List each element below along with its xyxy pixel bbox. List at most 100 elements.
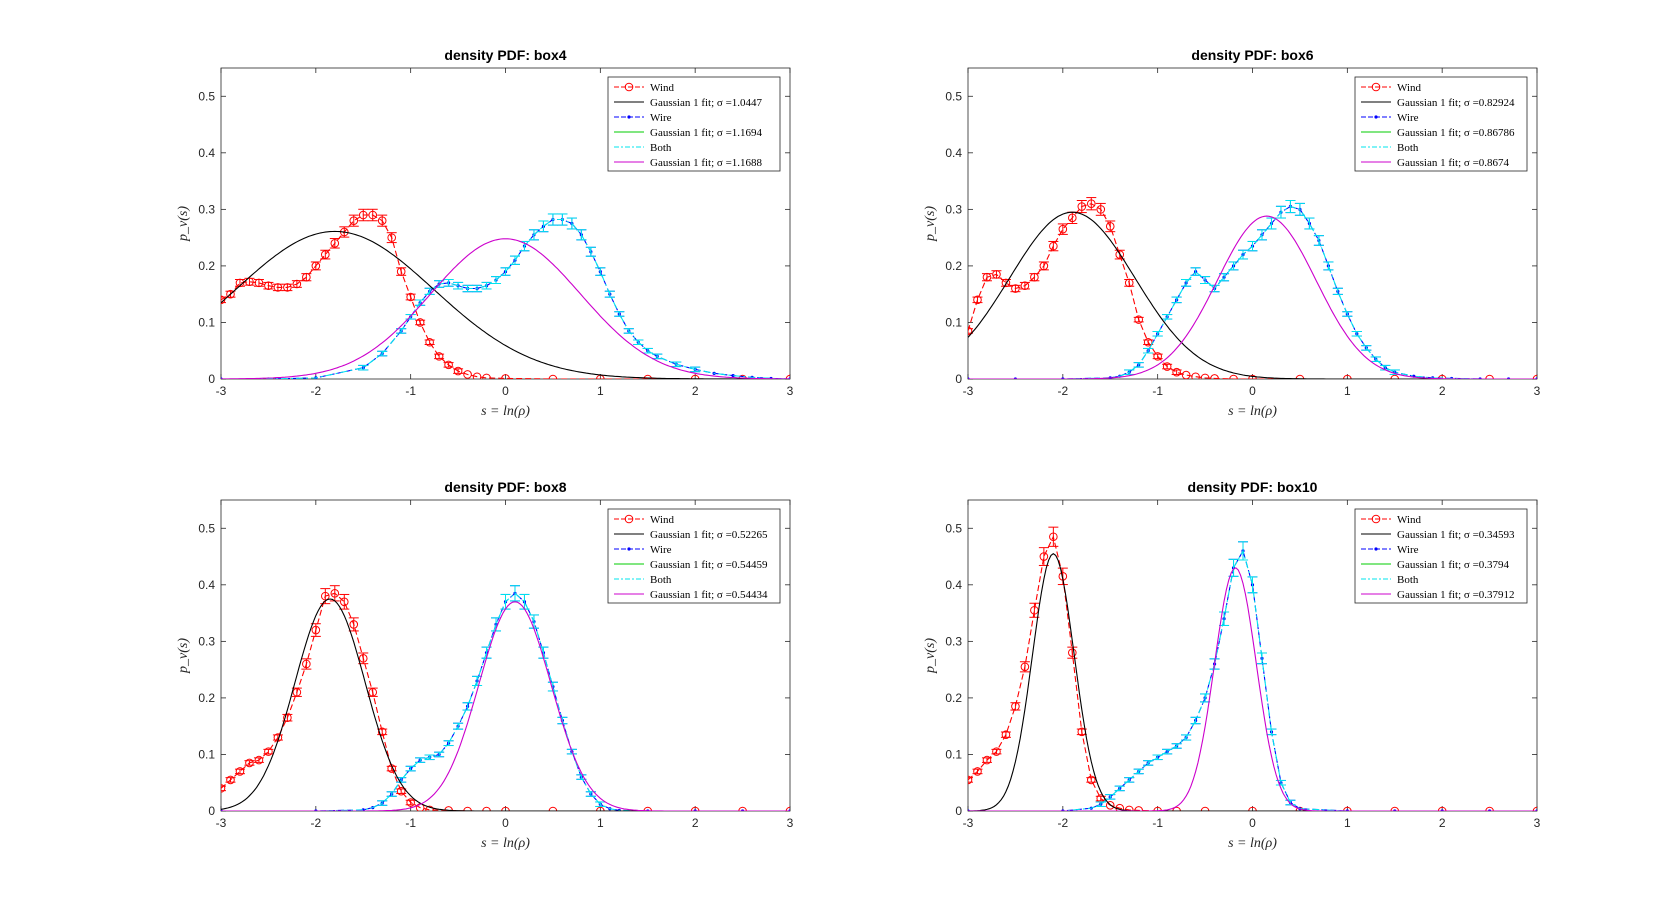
fit-line — [968, 553, 1537, 811]
fit-line — [968, 567, 1537, 811]
data-point — [1485, 806, 1494, 811]
y-tick-label: 0.3 — [198, 202, 215, 216]
data-point — [982, 272, 992, 282]
y-axis-label: p_v(s) — [176, 638, 191, 674]
plot-layer — [968, 526, 1537, 811]
legend-box — [607, 508, 781, 604]
series-3 — [968, 211, 1537, 379]
chart-1: -3 -2 -1 0 1 2 3 0 0.1 0.2 0.3 0.4 0.5 density PDF: b… — [176, 47, 794, 419]
data-point — [339, 597, 349, 607]
fit-line — [221, 230, 790, 379]
data-point — [1011, 284, 1020, 293]
legend-label: Both — [650, 574, 672, 586]
y-tick-label: 0 — [208, 372, 215, 386]
data-point — [1153, 352, 1162, 361]
data-point — [349, 620, 359, 629]
data-point — [302, 659, 311, 669]
data-point — [1229, 374, 1238, 379]
data-point — [548, 806, 558, 811]
data-point — [968, 326, 973, 336]
fit-line — [221, 601, 790, 811]
data-point — [226, 775, 235, 785]
x-axis-label: s = ln(ρ) — [1228, 836, 1277, 851]
legend-marker — [1371, 82, 1381, 92]
data-point — [1039, 552, 1049, 561]
data-point — [973, 295, 982, 305]
chart-title: density PDF: box4 — [444, 47, 566, 63]
series-5 — [968, 215, 1537, 379]
y-tick-label: 0.4 — [945, 146, 962, 160]
legend-label: Both — [1397, 574, 1419, 586]
data-point — [434, 352, 444, 361]
data-point — [1001, 730, 1011, 739]
chart-title: density PDF: box6 — [1191, 47, 1313, 63]
data-line — [221, 218, 790, 379]
legend: Wind Gaussian 1 fit; σ =0.52265 Wire Gaussi… — [607, 508, 781, 604]
fit-line — [968, 211, 1537, 379]
data-point — [463, 370, 472, 379]
data-point — [425, 337, 434, 347]
data-point — [973, 767, 982, 776]
data-point — [321, 250, 330, 259]
series-2 — [968, 200, 1537, 379]
data-point — [1532, 374, 1537, 379]
x-tick-label: 1 — [1344, 384, 1351, 398]
data-point — [1191, 372, 1200, 379]
fit-line — [968, 215, 1537, 379]
data-point — [453, 366, 463, 376]
data-point — [358, 210, 368, 220]
legend-box — [1354, 508, 1528, 604]
data-point — [992, 747, 1001, 756]
data-point — [1248, 806, 1257, 811]
legend: Wind Gaussian 1 fit; σ =0.34593 Wire Gaussi… — [1354, 508, 1528, 604]
legend-marker — [624, 514, 634, 524]
x-axis-label: s = ln(ρ) — [481, 404, 530, 419]
legend-marker — [624, 82, 634, 92]
data-point — [1172, 806, 1181, 811]
legend-label: Gaussian 1 fit; σ =1.1688 — [650, 157, 763, 169]
x-tick-label: 0 — [1249, 816, 1256, 830]
legend-label: Gaussian 1 fit; σ =1.1694 — [650, 127, 763, 139]
data-point — [1049, 241, 1058, 251]
data-point — [1200, 806, 1210, 811]
data-point — [1115, 250, 1125, 259]
chart-2: -3 -2 -1 0 1 2 3 0 0.1 0.2 0.3 0.4 0.5 density PDF: b… — [923, 47, 1541, 419]
legend: Wind Gaussian 1 fit; σ =1.0447 Wire Gaussia… — [607, 76, 781, 172]
y-tick-label: 0.2 — [945, 259, 962, 273]
data-point — [396, 786, 406, 796]
data-point — [283, 283, 292, 292]
data-point — [1124, 278, 1134, 288]
data-point — [264, 281, 273, 291]
data-point — [1068, 648, 1077, 657]
data-point — [1030, 272, 1039, 282]
chart-4: -3 -2 -1 0 1 2 3 0 0.1 0.2 0.3 0.4 0.5 density PDF: b… — [923, 479, 1541, 851]
data-point — [1532, 806, 1537, 811]
data-point — [311, 625, 321, 635]
data-point — [482, 806, 491, 811]
series-0 — [968, 197, 1537, 379]
legend-marker — [627, 115, 631, 119]
x-tick-label: 1 — [1344, 816, 1351, 830]
data-point — [226, 289, 235, 299]
series-2 — [968, 541, 1537, 811]
data-point — [596, 806, 605, 811]
x-tick-label: -3 — [963, 384, 974, 398]
y-tick-label: 0.3 — [945, 202, 962, 216]
x-tick-label: 1 — [597, 816, 604, 830]
data-point — [311, 261, 321, 271]
y-tick-label: 0 — [955, 372, 962, 386]
y-tick-label: 0.1 — [198, 747, 215, 761]
data-point — [1295, 374, 1305, 379]
data-point — [330, 589, 340, 598]
data-point — [1210, 374, 1219, 379]
data-point — [245, 277, 254, 287]
x-tick-label: 0 — [1249, 384, 1256, 398]
data-point — [1343, 806, 1352, 811]
data-point — [1172, 367, 1181, 377]
data-point — [548, 374, 558, 379]
legend-box — [1354, 76, 1528, 172]
data-point — [1086, 199, 1096, 209]
data-point — [406, 292, 415, 302]
data-point — [396, 267, 406, 276]
